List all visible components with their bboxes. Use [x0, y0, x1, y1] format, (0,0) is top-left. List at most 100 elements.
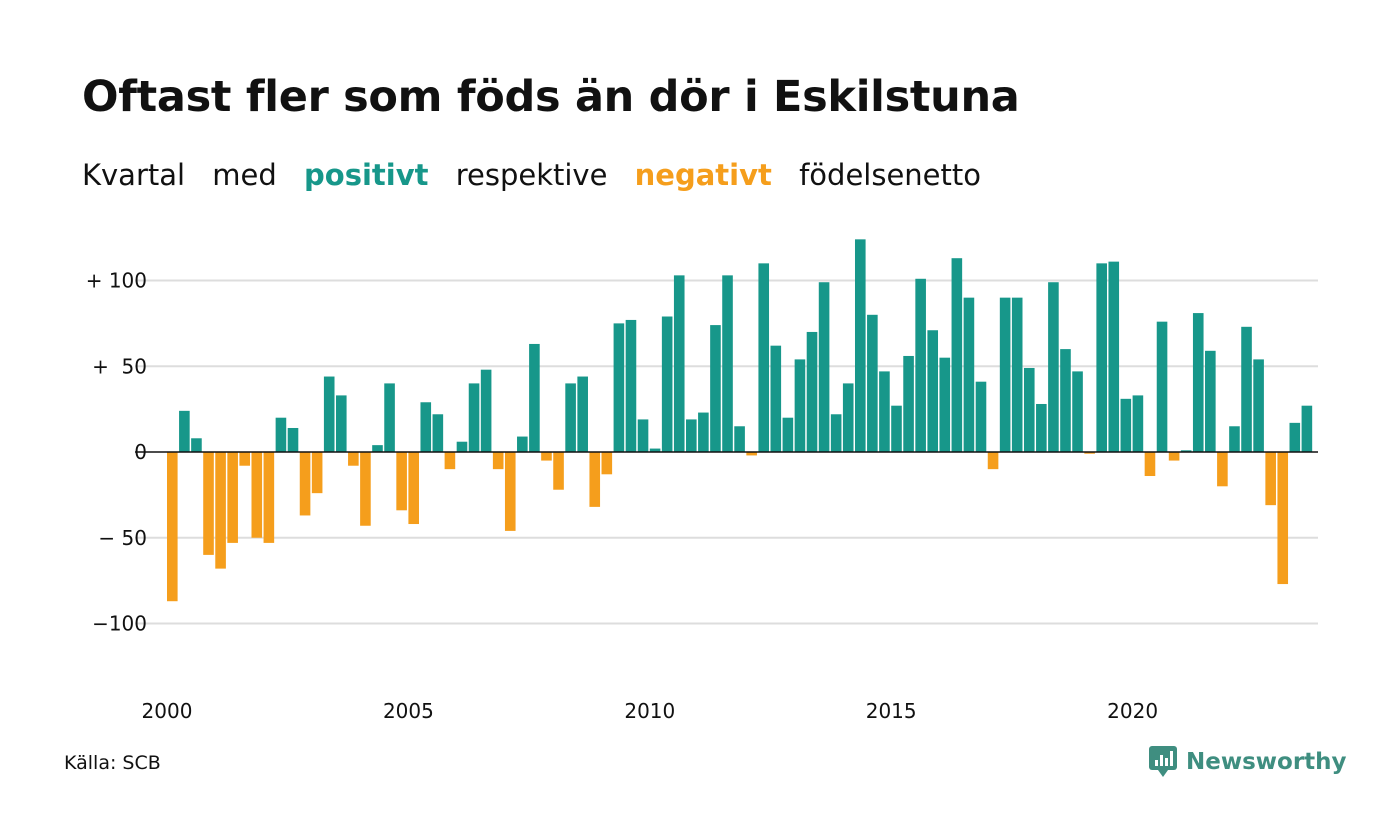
- bar-q90: [1241, 326, 1252, 453]
- bar-q3: [191, 438, 202, 452]
- bar-q63: [915, 278, 926, 452]
- bar-q11: [287, 427, 299, 452]
- bar-q7: [239, 452, 251, 466]
- bar-q41: [649, 448, 661, 452]
- bar-q18: [372, 445, 383, 452]
- bar-q43: [673, 275, 685, 453]
- bar-q80: [1120, 398, 1132, 452]
- x-tick-label: 2020: [1107, 699, 1158, 723]
- bar-q16: [348, 452, 359, 466]
- bar-q95: [1301, 405, 1313, 452]
- bar-q32: [541, 452, 552, 461]
- bar-q21: [408, 452, 419, 525]
- bar-q74: [1048, 282, 1059, 452]
- bar-q42: [661, 316, 673, 452]
- y-tick-label: 0: [134, 440, 147, 464]
- bar-q30: [517, 436, 528, 452]
- bar-q89: [1229, 426, 1240, 452]
- bar-q36: [589, 452, 601, 507]
- subtitle-part-3: respektive: [455, 158, 608, 192]
- bar-q65: [939, 357, 951, 453]
- bar-q24: [444, 452, 456, 470]
- bar-q26: [468, 383, 480, 452]
- bar-q88: [1217, 452, 1228, 487]
- bar-q69: [987, 452, 999, 470]
- bar-q87: [1205, 350, 1216, 452]
- bar-q76: [1072, 371, 1083, 452]
- bar-q60: [879, 371, 890, 452]
- y-tick-label: − 50: [98, 526, 147, 550]
- bar-q68: [975, 381, 987, 452]
- source-label: Källa: SCB: [64, 752, 161, 774]
- bar-q33: [553, 452, 564, 490]
- bar-q49: [746, 452, 757, 456]
- bar-q78: [1096, 263, 1107, 452]
- bar-q39: [625, 319, 637, 452]
- bar-q54: [806, 331, 818, 452]
- bar-q40: [637, 419, 649, 453]
- bar-q44: [686, 419, 697, 453]
- x-tick-label: 2010: [624, 699, 675, 723]
- bar-q14: [323, 376, 335, 452]
- bar-q46: [710, 325, 721, 452]
- bar-chart: + 100 + 50 0 − 50 −100 2000 2005 2010 2015 2020: [86, 239, 1318, 723]
- chart-title: Oftast fler som föds än dör i Eskilstuna: [82, 72, 1020, 122]
- bar-q86: [1192, 313, 1204, 452]
- bar-q84: [1168, 452, 1180, 461]
- bar-q31: [529, 343, 540, 452]
- bar-q10: [275, 417, 287, 452]
- bar-q85: [1180, 450, 1192, 453]
- bar-q35: [577, 376, 588, 452]
- bar-q20: [396, 452, 407, 511]
- bar-q77: [1084, 452, 1095, 454]
- bar-q28: [492, 452, 504, 470]
- y-tick-label: + 100: [86, 269, 147, 293]
- chart-subtitle: Kvartal med positivt respektive negativt…: [82, 158, 999, 192]
- bar-q51: [770, 345, 782, 452]
- newsworthy-chart-icon: [1149, 746, 1177, 777]
- bar-q83: [1156, 321, 1168, 452]
- newsworthy-logo: Newsworthy: [1148, 744, 1347, 780]
- bar-q73: [1036, 403, 1047, 452]
- subtitle-part-2: med: [212, 158, 277, 192]
- bar-q1: [167, 452, 178, 602]
- bar-q91: [1253, 359, 1264, 452]
- x-tick-label: 2015: [866, 699, 917, 723]
- bar-q62: [903, 355, 914, 452]
- y-tick-label: −100: [92, 612, 147, 636]
- subtitle-part-1: Kvartal: [82, 158, 186, 192]
- bar-q13: [311, 452, 323, 494]
- x-tick-label: 2005: [383, 699, 434, 723]
- bar-q48: [734, 426, 745, 452]
- bar-q22: [420, 402, 432, 452]
- bar-q61: [891, 405, 902, 452]
- bar-q15: [335, 395, 347, 452]
- bar-q72: [1023, 367, 1035, 452]
- bar-q50: [758, 263, 770, 452]
- bar-q79: [1108, 261, 1120, 452]
- bar-q59: [867, 314, 878, 452]
- bar-q55: [818, 282, 830, 452]
- subtitle-part-4: födelsenetto: [799, 158, 981, 192]
- bar-q75: [1060, 349, 1071, 452]
- bar-q70: [999, 297, 1011, 452]
- bar-q52: [782, 417, 794, 452]
- subtitle-negative-word: negativt: [634, 158, 772, 192]
- bar-q9: [263, 452, 275, 543]
- bar-q25: [456, 441, 468, 452]
- bar-q66: [951, 258, 963, 452]
- bar-q82: [1144, 452, 1156, 477]
- bars: [167, 239, 1313, 602]
- bar-q2: [179, 410, 190, 452]
- bar-q27: [480, 369, 492, 452]
- bar-q12: [299, 452, 311, 516]
- bar-q38: [613, 323, 625, 453]
- bar-q23: [432, 414, 444, 452]
- bar-q17: [360, 452, 371, 526]
- y-tick-label: + 50: [92, 354, 147, 378]
- bar-q19: [384, 383, 395, 452]
- y-axis-ticks: + 100 + 50 0 − 50 −100: [86, 269, 147, 636]
- bar-q53: [794, 359, 806, 452]
- bar-q71: [1011, 297, 1023, 452]
- bar-q67: [963, 297, 975, 452]
